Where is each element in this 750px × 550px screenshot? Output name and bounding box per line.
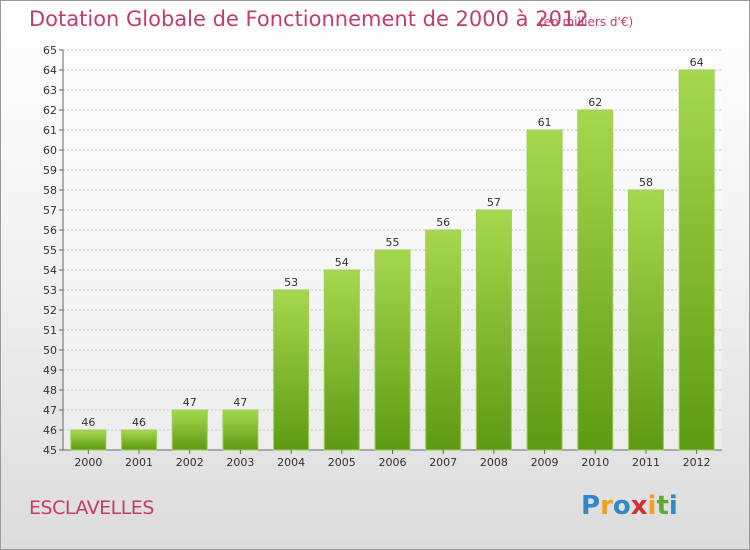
commune-name: ESCLAVELLES [29, 497, 154, 519]
y-tick-label: 46 [43, 424, 57, 437]
data-label: 53 [284, 276, 298, 289]
bar [171, 409, 208, 451]
logo-letter: i [668, 491, 678, 521]
data-label: 46 [81, 416, 95, 429]
x-tick-label: 2012 [683, 456, 711, 469]
x-tick-label: 2006 [379, 456, 407, 469]
logo-letter: x [630, 491, 648, 521]
y-tick-label: 47 [43, 404, 57, 417]
y-tick-label: 63 [43, 84, 57, 97]
y-tick-label: 52 [43, 304, 57, 317]
y-tick-label: 56 [43, 224, 57, 237]
y-tick-label: 57 [43, 204, 57, 217]
y-tick-label: 45 [43, 444, 57, 457]
x-tick-label: 2009 [531, 456, 559, 469]
bar [425, 229, 462, 451]
y-tick-label: 50 [43, 344, 57, 357]
bar [323, 269, 360, 451]
bar [577, 109, 614, 451]
bar [121, 429, 158, 451]
y-tick-label: 59 [43, 164, 57, 177]
y-tick-label: 49 [43, 364, 57, 377]
chart-title: Dotation Globale de Fonctionnement de 20… [29, 7, 589, 31]
x-tick-label: 2004 [277, 456, 305, 469]
data-label: 61 [538, 116, 552, 129]
x-tick-label: 2001 [125, 456, 153, 469]
y-tick-label: 60 [43, 144, 57, 157]
data-label: 47 [233, 396, 247, 409]
logo-letter: o [612, 491, 631, 521]
y-tick-label: 54 [43, 264, 57, 277]
bar [374, 249, 411, 451]
data-label: 46 [132, 416, 146, 429]
data-label: 64 [690, 56, 704, 69]
x-tick-label: 2003 [226, 456, 254, 469]
y-tick-label: 55 [43, 244, 57, 257]
y-tick-label: 65 [43, 44, 57, 57]
bar [475, 209, 512, 451]
x-tick-label: 2005 [328, 456, 356, 469]
y-tick-label: 48 [43, 384, 57, 397]
x-tick-label: 2008 [480, 456, 508, 469]
y-tick-label: 61 [43, 124, 57, 137]
bar [627, 189, 664, 451]
y-tick-label: 62 [43, 104, 57, 117]
x-tick-label: 2010 [581, 456, 609, 469]
bar [222, 409, 259, 451]
y-tick-label: 58 [43, 184, 57, 197]
chart-unit: (en milliers d'€) [539, 15, 634, 29]
data-label: 58 [639, 176, 653, 189]
data-label: 47 [183, 396, 197, 409]
bar [273, 289, 310, 451]
bar [678, 69, 715, 451]
logo-letter: r [600, 491, 613, 521]
y-tick-label: 64 [43, 64, 57, 77]
y-tick-label: 53 [43, 284, 57, 297]
proxiti-logo[interactable]: Proxiti [581, 491, 678, 521]
data-label: 62 [588, 96, 602, 109]
x-tick-label: 2002 [176, 456, 204, 469]
data-label: 57 [487, 196, 501, 209]
data-label: 54 [335, 256, 349, 269]
x-tick-label: 2007 [429, 456, 457, 469]
bar [526, 129, 563, 451]
logo-letter: t [656, 491, 669, 521]
x-tick-label: 2000 [74, 456, 102, 469]
bar [70, 429, 107, 451]
data-label: 56 [436, 216, 450, 229]
logo-letter: P [581, 491, 601, 521]
data-label: 55 [386, 236, 400, 249]
logo-letter: i [647, 491, 657, 521]
x-tick-label: 2011 [632, 456, 660, 469]
y-tick-label: 51 [43, 324, 57, 337]
